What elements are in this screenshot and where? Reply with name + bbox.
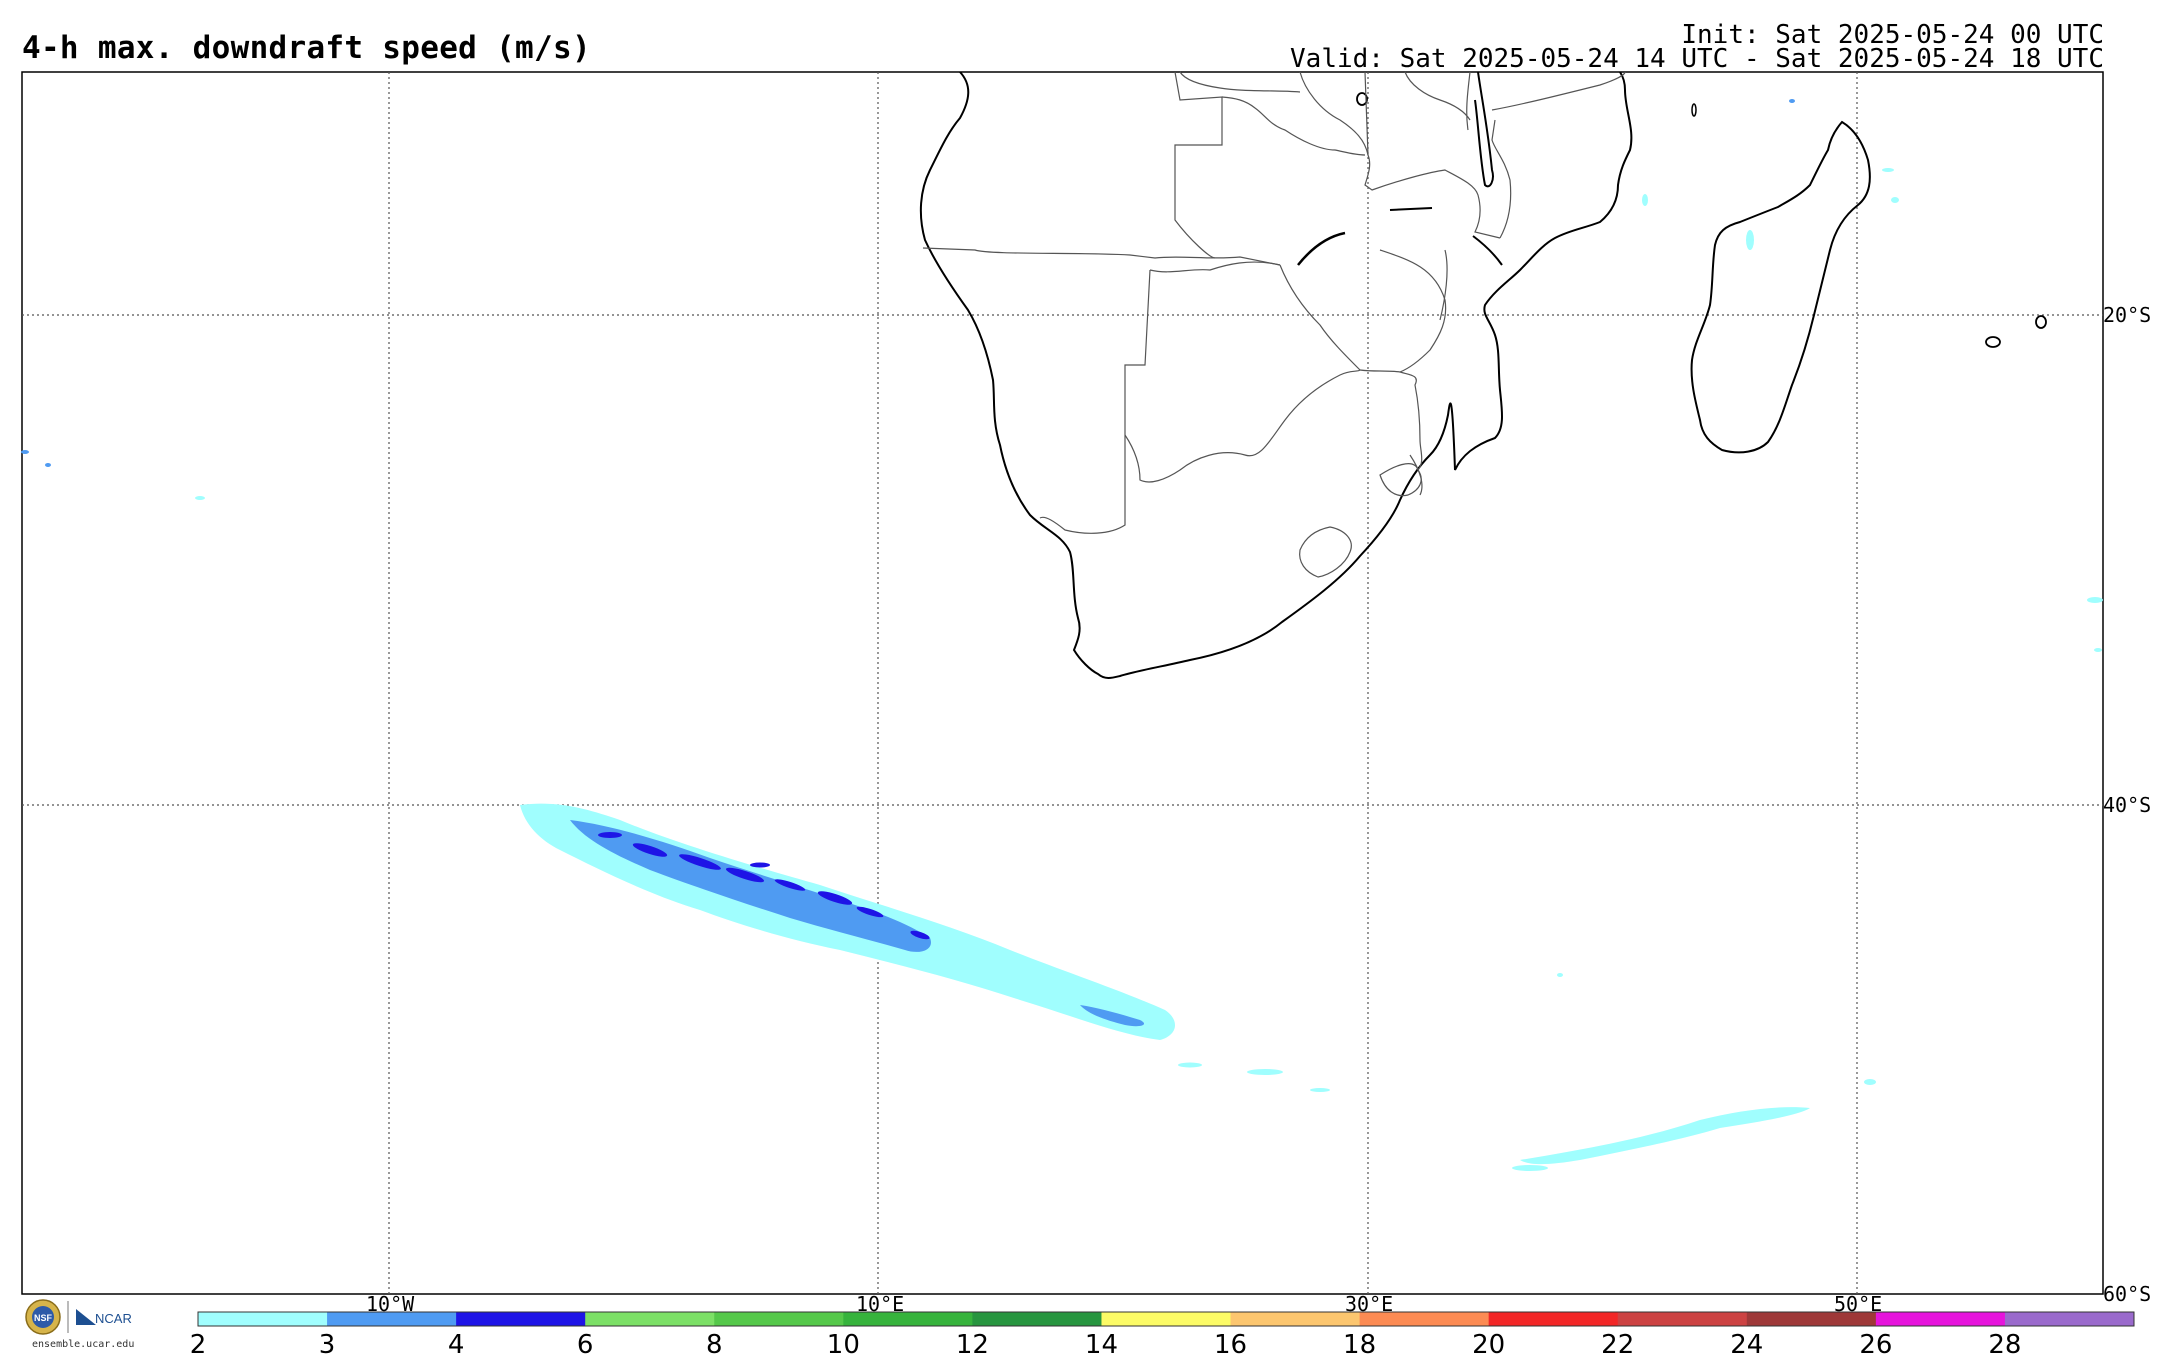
lat-label-40s: 40°S xyxy=(2103,793,2152,817)
colorbar-swatch xyxy=(198,1312,328,1326)
colorbar-tick-label: 22 xyxy=(1601,1330,1635,1360)
colorbar-swatch xyxy=(972,1312,1102,1326)
nsf-ncar-logo: NSF NCAR xyxy=(22,1297,154,1347)
country-borders xyxy=(922,71,1626,578)
colorbar-tick-label: 4 xyxy=(447,1330,465,1360)
colorbar-tick-label: 20 xyxy=(1472,1330,1506,1360)
ncar-logo-icon xyxy=(76,1309,96,1325)
colorbar-swatch xyxy=(585,1312,715,1326)
shire-river xyxy=(1472,235,1503,266)
init-time: Init: Sat 2025-05-24 00 UTC xyxy=(1681,20,2104,50)
colorbar-swatch xyxy=(456,1312,586,1326)
colorbar-tick-label: 12 xyxy=(955,1330,989,1360)
graticule xyxy=(22,72,2103,1294)
lon-label-50e: 50°E xyxy=(1834,1292,1883,1316)
colorbar-tick-label: 18 xyxy=(1343,1330,1377,1360)
colorbar-tick-label: 16 xyxy=(1213,1330,1248,1360)
level-4-6-cores xyxy=(598,832,930,940)
colorbar-swatch xyxy=(1230,1312,1361,1326)
colorbar-tick-label: 14 xyxy=(1084,1330,1118,1360)
lake-cahora-bassa xyxy=(1389,207,1433,211)
colorbar-swatch xyxy=(843,1312,973,1326)
lake-kariba xyxy=(1297,231,1346,266)
colorbar-swatch xyxy=(1359,1312,1490,1326)
mauritius-island xyxy=(1985,336,2001,348)
colorbar-swatch xyxy=(2004,1312,2135,1326)
comoros-island xyxy=(1356,92,1368,106)
colorbar xyxy=(197,1311,2135,1327)
lake-malawi xyxy=(1474,71,1494,188)
colorbar-outline xyxy=(197,1311,2135,1327)
colorbar-swatch xyxy=(714,1312,844,1326)
colorbar-swatch xyxy=(1101,1312,1232,1326)
colorbar-swatch xyxy=(327,1312,457,1326)
lon-label-30e: 30°E xyxy=(1345,1292,1394,1316)
downdraft-field-main xyxy=(520,803,1176,1040)
colorbar-tick-label: 26 xyxy=(1859,1330,1893,1360)
colorbar-tick-label: 6 xyxy=(576,1330,594,1360)
colorbar-tick-label: 10 xyxy=(826,1330,860,1360)
nsf-logo-text: NSF xyxy=(34,1313,53,1323)
colorbar-tick-label: 24 xyxy=(1730,1330,1764,1360)
lon-label-10e: 10°E xyxy=(856,1292,905,1316)
colorbar-swatch xyxy=(1617,1312,1748,1326)
valid-time: Valid: Sat 2025-05-24 14 UTC - Sat 2025-… xyxy=(1290,44,2104,74)
map-title: 4-h max. downdraft speed (m/s) xyxy=(22,30,591,66)
ncar-logo-text: NCAR xyxy=(95,1311,132,1326)
downdraft-field-isolated-cores xyxy=(21,99,1795,467)
reunion-island xyxy=(2035,315,2047,329)
colorbar-swatch xyxy=(1746,1312,1877,1326)
map-frame xyxy=(21,71,2104,1295)
colorbar-tick-label: 28 xyxy=(1988,1330,2022,1360)
africa-coastline xyxy=(919,71,1633,679)
colorbar-tick-label: 8 xyxy=(705,1330,723,1360)
lat-label-20s: 20°S xyxy=(2103,303,2152,327)
colorbar-tick-label: 3 xyxy=(318,1330,336,1360)
madagascar-coastline xyxy=(1690,120,1871,454)
level-3-4-tail xyxy=(1080,1005,1145,1027)
downdraft-field-scattered xyxy=(195,168,2103,1171)
lat-label-60s: 60°S xyxy=(2103,1282,2152,1306)
colorbar-swatch xyxy=(1875,1312,2006,1326)
logo-url: ensemble.ucar.edu xyxy=(32,1339,135,1350)
lon-label-10w: 10°W xyxy=(366,1292,415,1316)
colorbar-swatch xyxy=(1488,1312,1619,1326)
colorbar-tick-label: 2 xyxy=(189,1330,207,1360)
small-island xyxy=(1691,103,1697,117)
